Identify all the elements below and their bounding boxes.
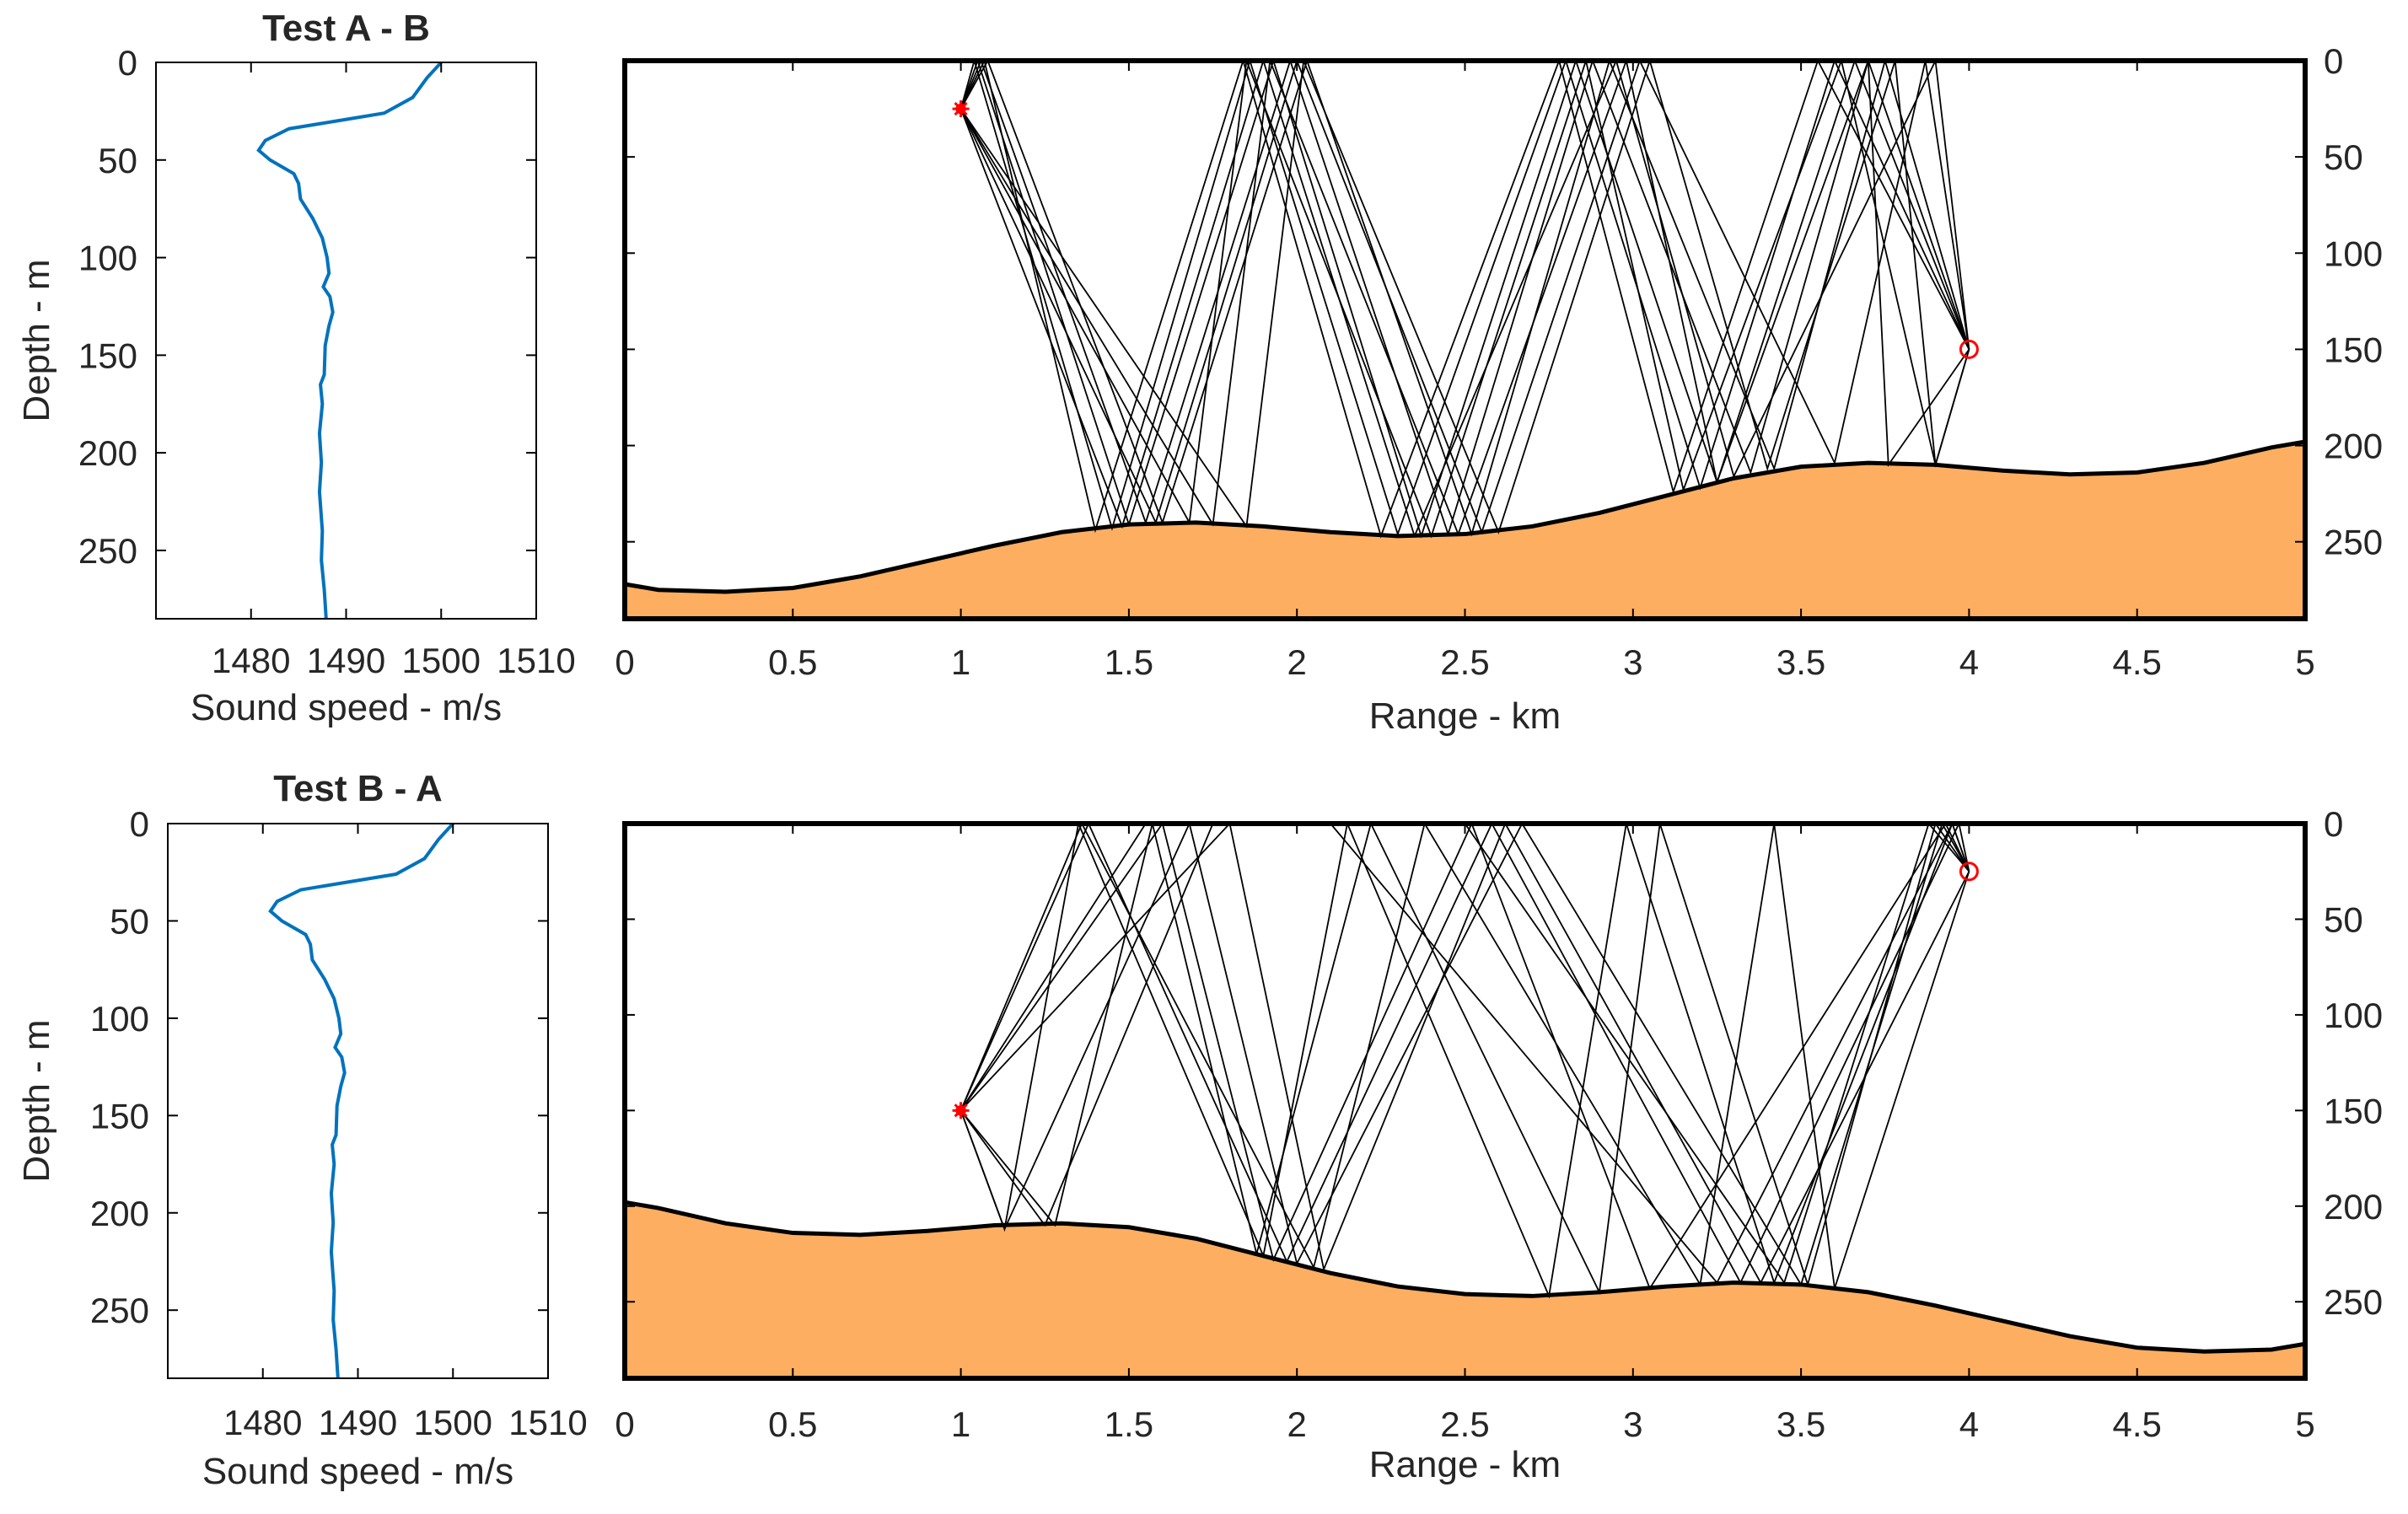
ray-path-7 — [959, 824, 1970, 1287]
x-tick-label: 3.5 — [1776, 1404, 1825, 1444]
y-tick-label-right: 50 — [2324, 899, 2363, 939]
profile-bottom: 1480 1490 1500 1510 0 50 100 150 200 250 Sound spe… — [16, 768, 588, 1492]
ray-path-3 — [959, 824, 1970, 1289]
y-tick-label-right: 50 — [2324, 137, 2363, 177]
y-tick-label: 150 — [78, 336, 137, 375]
x-axis-label: Range - km — [1369, 695, 1561, 737]
ray-bundle — [959, 824, 1970, 1299]
ray-path-6 — [959, 61, 1970, 534]
y-tick-label-right: 200 — [2324, 1187, 2383, 1227]
profile-line-1 — [256, 62, 443, 619]
x-tick-label: 0 — [615, 1404, 634, 1444]
ray-path-6 — [959, 824, 1970, 1285]
ray-path-2 — [959, 824, 1970, 1295]
y-tick-label: 100 — [90, 999, 149, 1039]
y-tick-label-right: 200 — [2324, 427, 2383, 466]
x-tick-label: 3 — [1623, 642, 1642, 682]
x-tick-label: 5 — [2295, 1404, 2314, 1444]
y-tick-label-right: 100 — [2324, 234, 2383, 273]
y-tick-label: 100 — [78, 239, 137, 278]
y-tick-label-right: 100 — [2324, 996, 2383, 1035]
seabed-area — [625, 1202, 2305, 1378]
x-tick-label: 1490 — [319, 1403, 397, 1442]
y-tick-label: 200 — [78, 433, 137, 473]
x-axis-label: Range - km — [1369, 1444, 1561, 1485]
profile-line-1 — [268, 824, 454, 1378]
x-tick-label: 1.5 — [1105, 1404, 1153, 1444]
x-tick-label: 1500 — [402, 641, 481, 680]
ray-path-9 — [959, 61, 1970, 534]
x-tick-label: 3.5 — [1776, 642, 1825, 682]
axes-box — [167, 823, 549, 1379]
seabed-line — [625, 439, 2305, 594]
x-axis-label: Sound speed - m/s — [191, 687, 502, 728]
x-tick-label: 1510 — [508, 1403, 587, 1442]
x-tick-label: 4 — [1959, 642, 1979, 682]
ray-path-1 — [959, 824, 1970, 1299]
x-tick-label: 1490 — [307, 641, 385, 680]
y-tick-label-right: 0 — [2324, 804, 2343, 844]
ray-path-2 — [959, 61, 1970, 537]
x-tick-label: 5 — [2295, 642, 2314, 682]
x-tick-label: 2 — [1287, 642, 1307, 682]
y-tick-label: 50 — [98, 141, 137, 180]
x-tick-label: 4 — [1959, 1404, 1979, 1444]
y-tick-label-right: 150 — [2324, 1091, 2383, 1130]
x-tick-label: 1.5 — [1105, 642, 1153, 682]
ray-path-4 — [959, 61, 1970, 537]
x-tick-label: 0.5 — [768, 642, 817, 682]
x-tick-label: 4.5 — [2113, 642, 2162, 682]
x-tick-label: 0 — [615, 642, 634, 682]
panel-title: Test B - A — [273, 768, 442, 809]
x-tick-label: 1510 — [497, 641, 575, 680]
y-axis-label: Depth - m — [16, 259, 57, 421]
panel-title: Test A - B — [262, 8, 430, 49]
y-tick-label-right: 0 — [2324, 41, 2343, 81]
axes-box — [155, 62, 537, 620]
y-axis-label: Depth - m — [16, 1019, 57, 1182]
rays-bottom: 0 0.5 1 1.5 2 2.5 3 3.5 4 4.5 5050100150200250Rang… — [615, 804, 2383, 1485]
y-tick-label: 200 — [90, 1194, 149, 1233]
receiver-marker — [1959, 339, 1979, 359]
x-tick-label: 0.5 — [768, 1404, 817, 1444]
y-tick-label: 150 — [90, 1096, 149, 1136]
y-tick-label-right: 250 — [2324, 523, 2383, 562]
ray-path-3 — [959, 61, 1970, 537]
x-tick-label: 2 — [1287, 1404, 1307, 1444]
seabed-line — [625, 1200, 2305, 1354]
rays-top: 0 0.5 1 1.5 2 2.5 3 3.5 4 4.5 5050100150200250Rang… — [615, 41, 2383, 737]
source-marker — [952, 100, 970, 118]
x-axis-label: Sound speed - m/s — [202, 1451, 513, 1492]
x-tick-label: 2.5 — [1440, 1404, 1489, 1444]
x-tick-label: 1500 — [414, 1403, 492, 1442]
x-tick-label: 1 — [951, 642, 970, 682]
source-marker — [952, 1102, 970, 1119]
x-tick-label: 1 — [951, 1404, 970, 1444]
x-tick-label: 1480 — [212, 641, 290, 680]
ray-path-4 — [959, 824, 1970, 1291]
y-tick-label: 0 — [130, 804, 149, 844]
ray-path-9 — [959, 824, 1970, 1285]
x-tick-label: 1480 — [223, 1403, 302, 1442]
y-tick-label-right: 150 — [2324, 330, 2383, 369]
ray-path-7 — [959, 61, 1970, 539]
y-tick-label: 50 — [110, 901, 149, 941]
y-tick-label: 0 — [118, 43, 137, 83]
y-tick-label: 250 — [78, 531, 137, 571]
x-tick-label: 4.5 — [2113, 1404, 2162, 1444]
x-tick-label: 2.5 — [1440, 642, 1489, 682]
ray-path-8 — [959, 61, 1970, 537]
y-tick-label: 250 — [90, 1291, 149, 1330]
x-tick-label: 3 — [1623, 1404, 1642, 1444]
seabed-area — [625, 441, 2305, 619]
receiver-marker — [1959, 862, 1979, 882]
y-tick-label-right: 250 — [2324, 1282, 2383, 1322]
profile-top: 1480 1490 1500 1510 0 50 100 150 200 250 Sound spe… — [16, 8, 576, 728]
